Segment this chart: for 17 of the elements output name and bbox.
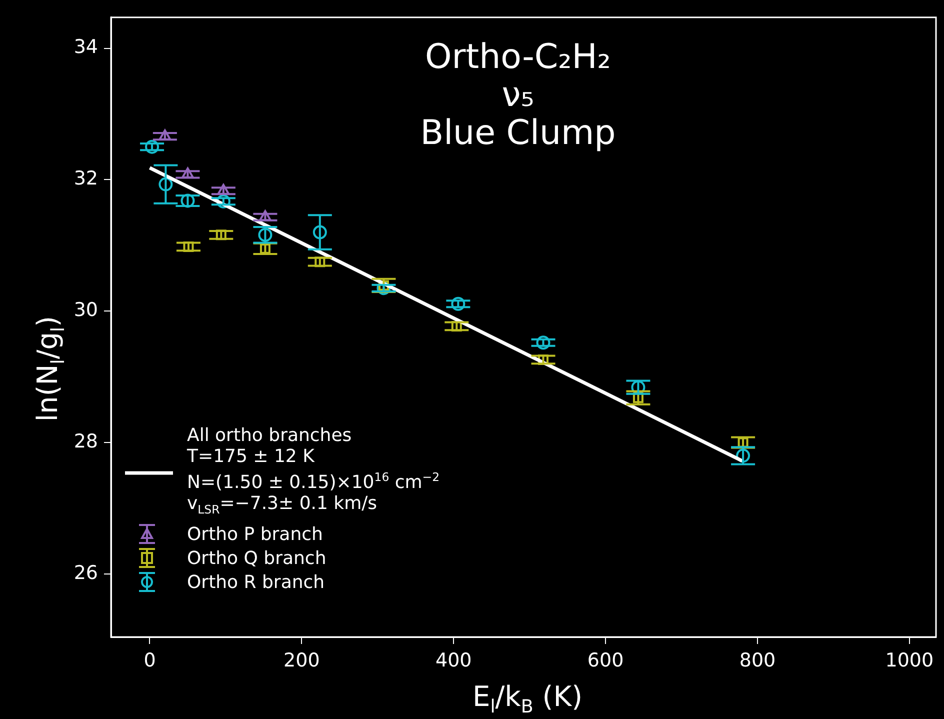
text: Ortho-C₂H₂ ν₅ Blue Clump xyxy=(419,37,617,153)
y-tick-label: 34 xyxy=(74,36,98,58)
legend-label: Ortho Q branch xyxy=(187,548,326,569)
x-tick-label: 800 xyxy=(739,649,776,672)
x-tick-label: 400 xyxy=(435,649,472,672)
y-tick-label: 30 xyxy=(74,299,98,322)
x-tick-label: 0 xyxy=(144,649,156,672)
y-tick-label: 26 xyxy=(74,562,98,584)
x-axis-title: E$_{l}$/k$_{B}$ (K) xyxy=(471,680,584,718)
legend-label: Ortho R branch xyxy=(187,572,325,593)
y-tick-label: 28 xyxy=(74,430,98,452)
text: All ortho branches T=175 ± 12 K N=(1.50 ± 0.15)×10$^{16}$ cm$^{−2}$ v$_{LSR}$=−7.3± 0.1 km/s xyxy=(187,425,440,517)
x-tick-label: 200 xyxy=(284,649,320,672)
x-tick-label: 1000 xyxy=(885,649,934,672)
y-tick-label: 32 xyxy=(74,168,98,190)
legend-label: Ortho P branch xyxy=(187,524,323,545)
x-tick-label: 600 xyxy=(587,649,624,672)
